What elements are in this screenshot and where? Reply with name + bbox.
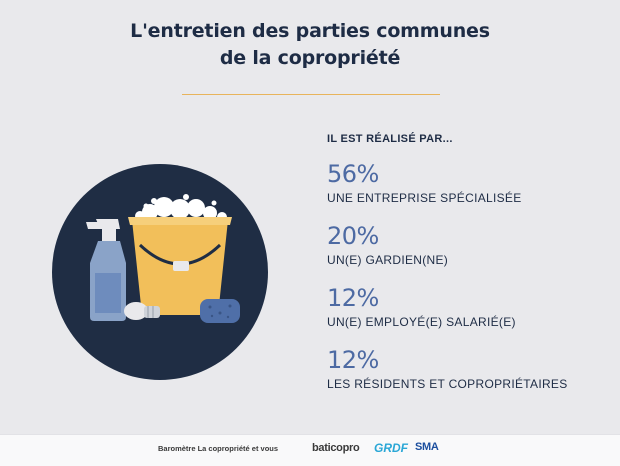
sponge-icon [200, 299, 240, 323]
sma-logo: SMA [415, 441, 439, 453]
stat-item: 56% UNE ENTREPRISE SPÉCIALISÉE [327, 160, 617, 222]
stat-label: UNE ENTREPRISE SPÉCIALISÉE [327, 191, 522, 205]
title-line-1: L'entretien des parties communes [130, 20, 490, 42]
stat-value: 12% [327, 346, 379, 374]
stat-item: 12% LES RÉSIDENTS ET COPROPRIÉTAIRES [327, 346, 617, 408]
subheading: IL EST RÉALISÉ PAR... [327, 133, 453, 145]
cleaning-bucket-illustration [52, 164, 268, 380]
footer-caption: Baromètre La copropriété et vous [158, 444, 279, 453]
stat-value: 56% [327, 160, 379, 188]
baticopro-logo: baticopro [312, 442, 360, 454]
footer: Baromètre La copropriété et vous baticop… [0, 434, 620, 466]
title-line-2: de la copropriété [219, 47, 401, 69]
stat-item: 20% UN(E) GARDIEN(NE) [327, 222, 617, 284]
stat-label: LES RÉSIDENTS ET COPROPRIÉTAIRES [327, 377, 568, 391]
light-bulb-icon [124, 302, 160, 320]
stats-list: 56% UNE ENTREPRISE SPÉCIALISÉE 20% UN(E) GA… [327, 160, 617, 408]
title-divider [182, 94, 440, 95]
stat-item: 12% UN(E) EMPLOYÉ(E) SALARIÉ(E) [327, 284, 617, 346]
spray-bottle-icon [86, 219, 126, 321]
stat-label: UN(E) GARDIEN(NE) [327, 253, 449, 267]
page-title: L'entretien des parties communes de la c… [0, 18, 620, 72]
stat-value: 12% [327, 284, 379, 312]
bucket-icon [128, 217, 232, 315]
stat-value: 20% [327, 222, 379, 250]
grdf-logo: GRDF [374, 441, 408, 455]
stat-label: UN(E) EMPLOYÉ(E) SALARIÉ(E) [327, 315, 516, 329]
